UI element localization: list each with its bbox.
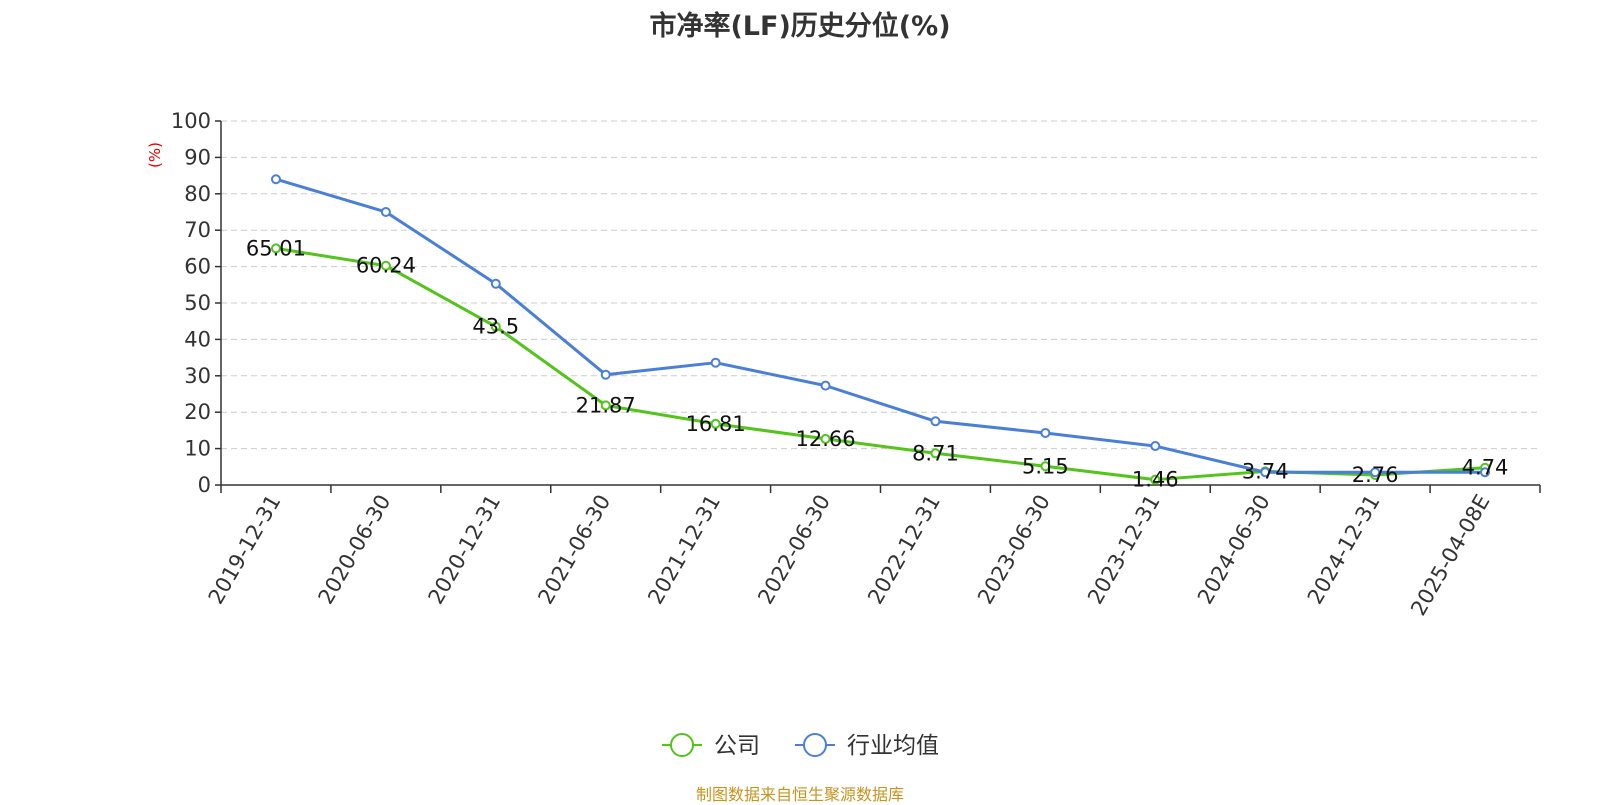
data-point (380, 207, 391, 217)
data-point (1040, 427, 1051, 438)
y-tick-label: 50 (184, 291, 211, 315)
data-point (600, 400, 611, 411)
y-axis-unit: (%) (146, 142, 164, 168)
data-label: 2.76 (1352, 463, 1399, 487)
data-point (600, 369, 611, 380)
data-label: 16.81 (686, 412, 746, 436)
data-label: 12.66 (795, 427, 855, 451)
series-line (275, 177, 1486, 474)
data-label: 60.24 (356, 254, 416, 278)
data-point (710, 418, 721, 429)
data-point (1480, 467, 1491, 478)
x-tick-label: 2020-12-31 (424, 490, 506, 608)
x-tick-label: 2022-06-30 (753, 491, 835, 609)
legend-marker (670, 733, 694, 757)
data-point (380, 260, 391, 271)
data-label: 5.15 (1022, 454, 1069, 478)
data-point (270, 243, 281, 254)
data-label: 3.74 (1242, 459, 1289, 483)
y-tick-label: 30 (184, 364, 211, 388)
x-tick-label: 2023-12-31 (1083, 491, 1165, 609)
y-tick-label: 40 (184, 327, 211, 351)
data-point (1040, 461, 1051, 472)
data-point (1260, 467, 1271, 478)
y-tick-label: 100 (171, 109, 211, 133)
y-tick-label: 80 (184, 182, 211, 206)
legend-marker (803, 733, 827, 757)
data-point (1150, 441, 1161, 452)
series-lines (270, 174, 1491, 485)
x-tick-label: 2020-06-30 (314, 491, 396, 609)
data-point (490, 321, 501, 332)
data-label: 1.46 (1132, 468, 1179, 492)
x-tick-label: 2025-04-08E (1406, 491, 1494, 620)
x-tick-label: 2019-12-31 (204, 491, 286, 609)
y-tick-label: 90 (184, 145, 211, 169)
data-label: 43.5 (472, 315, 519, 339)
data-point (1370, 467, 1381, 478)
legend: 公司 行业均值 (662, 733, 939, 759)
legend-item-1: 行业均值 (795, 733, 939, 759)
axes: 0 10 20 30 40 50 60 70 80 90 100 (%) 2019-12-31 2020-… (146, 109, 1541, 620)
series-1 (270, 174, 1491, 478)
y-tick-label: 20 (184, 400, 211, 424)
chart-title: 市净率(LF)历史分位(%) (649, 11, 951, 42)
series-0 (270, 243, 1491, 485)
data-point (820, 380, 831, 391)
y-tick-label: 70 (184, 218, 211, 242)
data-point (710, 357, 721, 368)
y-tick-label: 10 (184, 437, 211, 461)
data-label: 8.71 (912, 441, 959, 465)
x-tick-label: 2024-06-30 (1193, 491, 1275, 609)
y-tick-label: 60 (184, 255, 211, 279)
series-line (275, 246, 1486, 482)
source-note: 制图数据来自恒生聚源数据库 (695, 785, 904, 804)
legend-label: 行业均值 (847, 733, 939, 759)
legend-item-0: 公司 (662, 733, 760, 759)
data-point (930, 448, 941, 459)
y-tick-label: 0 (198, 473, 211, 497)
data-point (820, 433, 831, 444)
legend-label: 公司 (714, 733, 760, 759)
x-tick-label: 2023-06-30 (973, 491, 1055, 609)
x-tick-label: 2024-12-31 (1303, 491, 1385, 609)
data-labels: 65.01 60.24 43.5 21.87 16.81 12.66 8.71 5.15 1.4… (246, 236, 1509, 491)
x-tick-label: 2021-12-31 (643, 491, 725, 609)
data-point (1150, 474, 1161, 485)
data-label: 21.87 (576, 393, 636, 417)
data-point (270, 174, 281, 185)
data-label: 4.74 (1462, 456, 1509, 480)
data-point (490, 278, 501, 289)
data-point (930, 416, 941, 427)
data-label: 65.01 (246, 236, 306, 260)
x-tick-label: 2021-06-30 (533, 491, 615, 609)
x-tick-label: 2022-12-31 (863, 490, 945, 608)
